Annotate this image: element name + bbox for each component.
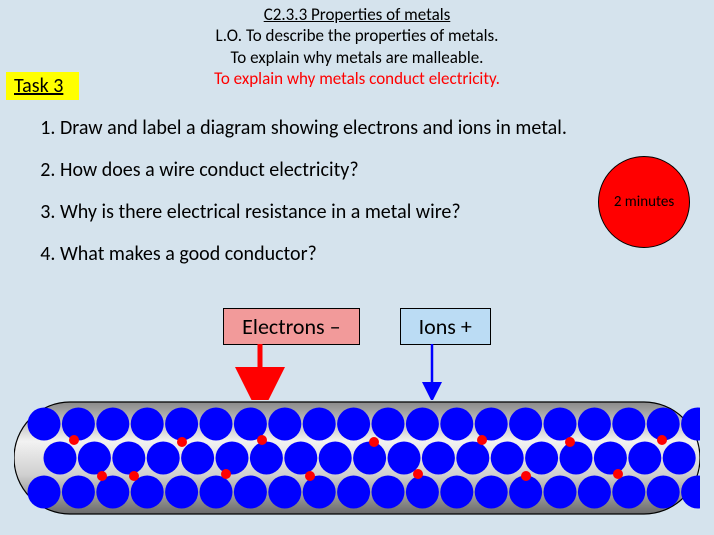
ion — [337, 408, 370, 441]
header-lo3: To explain why metals conduct electricit… — [0, 68, 714, 89]
electron — [177, 437, 187, 447]
ion — [303, 408, 336, 441]
ion — [147, 442, 180, 475]
header-lo2: To explain why metals are malleable. — [0, 47, 714, 68]
ion — [440, 476, 473, 509]
ion — [560, 442, 593, 475]
ion — [268, 476, 301, 509]
arrows — [0, 340, 714, 400]
ion — [578, 408, 611, 441]
ion — [612, 476, 645, 509]
electron — [477, 435, 487, 445]
electron — [305, 471, 315, 481]
ion — [456, 442, 489, 475]
ion — [372, 408, 405, 441]
ion — [544, 476, 577, 509]
ion — [647, 476, 680, 509]
ion — [475, 476, 508, 509]
ion — [96, 408, 129, 441]
ion — [440, 408, 473, 441]
ion — [525, 442, 558, 475]
electron — [97, 471, 107, 481]
timer-badge: 2 minutes — [598, 156, 690, 248]
electron — [565, 437, 575, 447]
electron — [221, 469, 231, 479]
ion — [250, 442, 283, 475]
ion — [44, 442, 77, 475]
electron — [521, 471, 531, 481]
electron — [657, 435, 667, 445]
question-item: Why is there electrical resistance in a … — [60, 200, 572, 224]
task-badge: Task 3 — [6, 72, 79, 100]
metal-diagram — [14, 398, 700, 518]
ion — [578, 476, 611, 509]
ion — [372, 476, 405, 509]
ion — [303, 476, 336, 509]
timer-text: 2 minutes — [614, 193, 674, 211]
header-lo1: L.O. To describe the properties of metal… — [0, 25, 714, 46]
electron — [129, 471, 139, 481]
ion — [234, 476, 267, 509]
ion — [475, 408, 508, 441]
ion — [406, 476, 439, 509]
ion — [165, 476, 198, 509]
ion — [165, 408, 198, 441]
ion — [406, 408, 439, 441]
ion — [62, 408, 95, 441]
ion — [509, 408, 542, 441]
ion — [200, 408, 233, 441]
ion — [268, 408, 301, 441]
ion — [388, 442, 421, 475]
ion — [544, 408, 577, 441]
ion — [78, 442, 111, 475]
ion — [62, 476, 95, 509]
ion — [353, 442, 386, 475]
ion — [28, 476, 61, 509]
electron — [413, 469, 423, 479]
ion — [663, 442, 696, 475]
ion — [337, 476, 370, 509]
ion — [422, 442, 455, 475]
ion — [28, 408, 61, 441]
question-list: Draw and label a diagram showing electro… — [32, 116, 572, 284]
question-item: How does a wire conduct electricity? — [60, 158, 572, 182]
ion — [112, 442, 145, 475]
ion — [131, 408, 164, 441]
ion — [200, 476, 233, 509]
question-item: Draw and label a diagram showing electro… — [60, 116, 572, 140]
ion — [594, 442, 627, 475]
ion — [491, 442, 524, 475]
ion — [319, 442, 352, 475]
ion — [612, 408, 645, 441]
electron — [257, 435, 267, 445]
ion — [216, 442, 249, 475]
ion — [181, 442, 214, 475]
electron — [69, 435, 79, 445]
ions-layer — [28, 408, 701, 509]
ion — [284, 442, 317, 475]
question-item: What makes a good conductor? — [60, 242, 572, 266]
ion — [628, 442, 661, 475]
electron — [613, 469, 623, 479]
header-code: C2.3.3 Properties of metals — [0, 4, 714, 25]
electron — [369, 437, 379, 447]
